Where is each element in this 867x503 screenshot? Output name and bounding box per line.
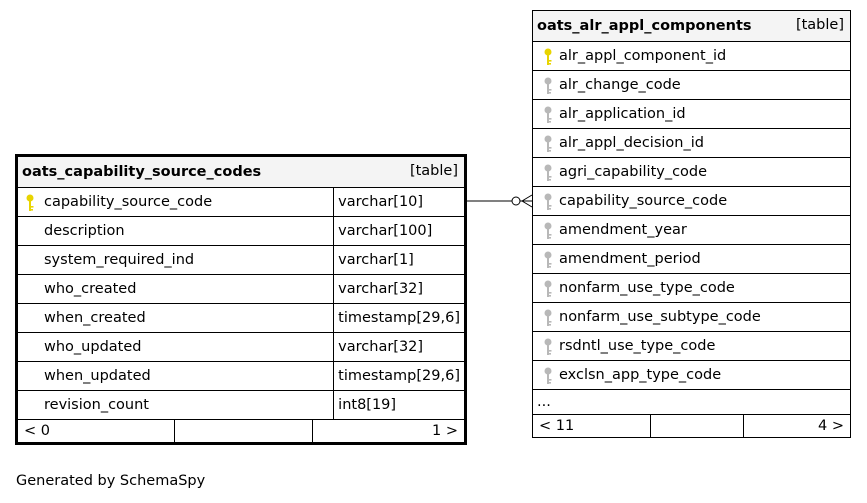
column-name: system_required_ind [16,245,335,275]
table-footer: < 0 1 > [17,419,465,443]
column-row[interactable]: exclsn_app_type_code [532,360,851,390]
column-row[interactable]: capability_source_code varchar[10] [16,187,465,217]
table-name: oats_alr_appl_components [537,18,752,34]
column-row[interactable]: description varchar[100] [16,216,465,246]
column-name: description [16,216,335,246]
primary-key-icon [26,194,34,211]
column-row[interactable]: alr_appl_component_id [532,41,851,71]
column-row[interactable]: alr_appl_decision_id [532,128,851,158]
column-name: alr_appl_decision_id [532,128,851,158]
column-row[interactable]: amendment_period [532,244,851,274]
column-row[interactable]: who_updated varchar[32] [16,332,465,362]
column-name: capability_source_code [532,186,851,216]
more-columns-row: ... [532,389,851,415]
column-type: varchar[32] [333,274,465,304]
column-name: alr_application_id [532,99,851,129]
foreign-key-icon [544,222,552,239]
foreign-key-icon [544,309,552,326]
column-type: varchar[10] [333,187,465,217]
column-name: alr_change_code [532,70,851,100]
column-name: rsdntl_use_type_code [532,331,851,361]
column-name: who_updated [16,332,335,362]
column-row[interactable]: alr_application_id [532,99,851,129]
table-header: oats_alr_appl_components [table] [532,10,851,42]
foreign-key-icon [544,280,552,297]
column-row[interactable]: nonfarm_use_subtype_code [532,302,851,332]
parent-count: < 0 [18,420,175,442]
table-header: oats_capability_source_codes [table] [17,156,465,188]
foreign-key-icon [544,135,552,152]
primary-key-icon [544,48,552,65]
column-row[interactable]: amendment_year [532,215,851,245]
column-name: when_created [16,303,335,333]
foreign-key-icon [544,164,552,181]
zero-cardinality-marker [511,196,521,206]
column-name: alr_appl_component_id [532,41,851,71]
column-type: timestamp[29,6] [333,303,465,333]
child-count: 4 > [818,418,844,434]
column-type: varchar[1] [333,245,465,275]
column-row[interactable]: agri_capability_code [532,157,851,187]
column-name: exclsn_app_type_code [532,360,851,390]
table-kind: [table] [409,163,458,179]
column-name: amendment_period [532,244,851,274]
table-kind: [table] [795,17,844,33]
column-row[interactable]: rsdntl_use_type_code [532,331,851,361]
column-row[interactable]: who_created varchar[32] [16,274,465,304]
column-type: timestamp[29,6] [333,361,465,391]
ellipsis: ... [532,389,851,415]
crow-foot-marker [521,194,533,202]
foreign-key-icon [544,106,552,123]
foreign-key-icon [544,338,552,355]
parent-count: < 11 [533,415,651,437]
column-name: nonfarm_use_type_code [532,273,851,303]
column-type: int8[19] [333,390,465,420]
column-name: amendment_year [532,215,851,245]
foreign-key-icon [544,77,552,94]
column-name: revision_count [16,390,335,420]
right-table[interactable]: oats_alr_appl_components [table] alr_app… [532,10,851,438]
column-name: who_created [16,274,335,304]
column-row[interactable]: alr_change_code [532,70,851,100]
column-name: agri_capability_code [532,157,851,187]
column-row[interactable]: when_created timestamp[29,6] [16,303,465,333]
column-row[interactable]: when_updated timestamp[29,6] [16,361,465,391]
child-count: 1 > [432,423,458,439]
column-row[interactable]: system_required_ind varchar[1] [16,245,465,275]
foreign-key-icon [544,193,552,210]
column-row[interactable]: capability_source_code [532,186,851,216]
generator-caption: Generated by SchemaSpy [16,473,206,489]
table-footer: < 11 4 > [532,414,851,438]
foreign-key-icon [544,251,552,268]
table-name: oats_capability_source_codes [22,164,262,180]
footer-spacer [175,420,313,442]
column-row[interactable]: nonfarm_use_type_code [532,273,851,303]
column-row[interactable]: revision_count int8[19] [16,390,465,420]
foreign-key-icon [544,367,552,384]
column-name: nonfarm_use_subtype_code [532,302,851,332]
column-name: capability_source_code [16,187,335,217]
left-table[interactable]: oats_capability_source_codes [table] cap… [15,154,467,445]
column-type: varchar[100] [333,216,465,246]
column-name: when_updated [16,361,335,391]
column-type: varchar[32] [333,332,465,362]
footer-spacer [651,415,744,437]
